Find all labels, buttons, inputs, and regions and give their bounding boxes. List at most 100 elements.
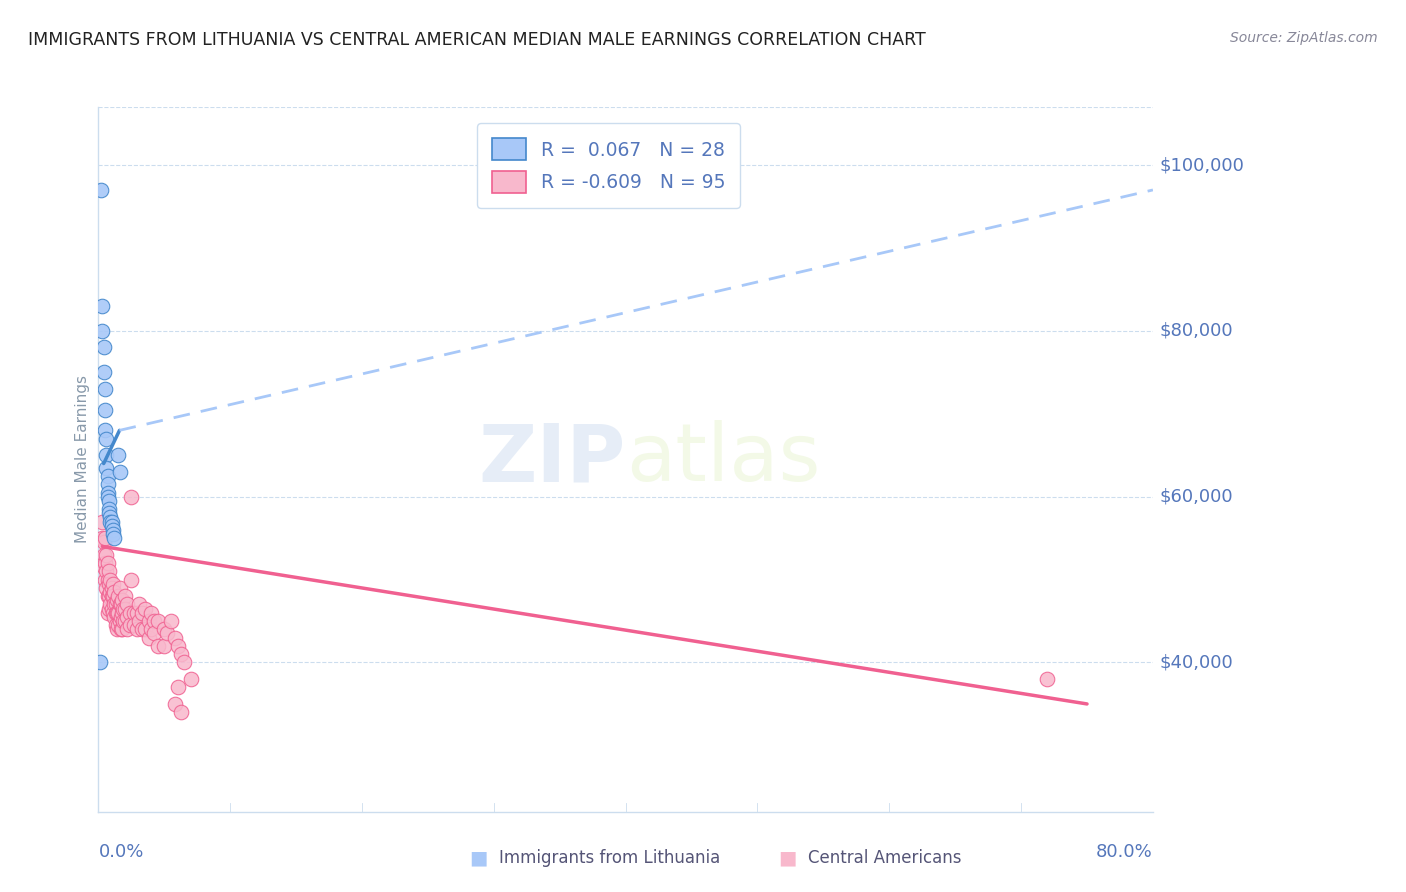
- Point: [94, 531, 117, 545]
- Text: $100,000: $100,000: [1160, 156, 1244, 174]
- Point: [105, 593, 128, 607]
- Point: [97, 606, 120, 620]
- Point: [96, 581, 118, 595]
- Text: Source: ZipAtlas.com: Source: ZipAtlas.com: [1230, 31, 1378, 45]
- Point: [105, 623, 128, 637]
- Point: [142, 626, 165, 640]
- Point: [100, 515, 122, 529]
- Point: [91, 324, 114, 338]
- Point: [128, 598, 150, 612]
- Point: [89, 656, 111, 670]
- Point: [91, 531, 114, 545]
- Point: [98, 506, 121, 520]
- Text: IMMIGRANTS FROM LITHUANIA VS CENTRAL AMERICAN MEDIAN MALE EARNINGS CORRELATION C: IMMIGRANTS FROM LITHUANIA VS CENTRAL AME…: [28, 31, 927, 49]
- Point: [98, 510, 121, 524]
- Point: [166, 681, 188, 695]
- Point: [93, 365, 115, 379]
- Point: [94, 556, 117, 570]
- Point: [96, 460, 118, 475]
- Point: [108, 614, 131, 628]
- Point: [146, 614, 169, 628]
- Text: Immigrants from Lithuania: Immigrants from Lithuania: [499, 849, 720, 867]
- Point: [101, 606, 124, 620]
- Point: [90, 183, 112, 197]
- Point: [131, 623, 153, 637]
- Point: [146, 639, 169, 653]
- Text: 0.0%: 0.0%: [98, 843, 143, 861]
- Point: [114, 601, 136, 615]
- Point: [94, 382, 117, 396]
- Text: 80.0%: 80.0%: [1097, 843, 1153, 861]
- Point: [103, 610, 125, 624]
- Text: Central Americans: Central Americans: [808, 849, 962, 867]
- Point: [97, 477, 120, 491]
- Point: [170, 647, 193, 661]
- Point: [105, 606, 128, 620]
- Legend: R =  0.067   N = 28, R = -0.609   N = 95: R = 0.067 N = 28, R = -0.609 N = 95: [477, 123, 740, 208]
- Point: [173, 656, 195, 670]
- Point: [94, 402, 117, 417]
- Point: [98, 502, 121, 516]
- Point: [163, 631, 186, 645]
- Point: [98, 576, 121, 591]
- Point: [91, 515, 114, 529]
- Point: [180, 672, 202, 686]
- Point: [141, 606, 163, 620]
- Point: [96, 564, 118, 578]
- Point: [153, 639, 176, 653]
- Text: atlas: atlas: [626, 420, 820, 499]
- Point: [107, 448, 129, 462]
- Point: [98, 589, 121, 603]
- Point: [93, 535, 115, 549]
- Text: $60,000: $60,000: [1160, 488, 1233, 506]
- Point: [112, 601, 135, 615]
- Point: [98, 598, 121, 612]
- Point: [111, 606, 134, 620]
- Point: [100, 589, 122, 603]
- Point: [134, 623, 156, 637]
- Point: [108, 581, 131, 595]
- Point: [98, 515, 121, 529]
- Point: [98, 564, 121, 578]
- Point: [134, 601, 156, 615]
- Point: [114, 614, 136, 628]
- Point: [122, 606, 145, 620]
- Point: [98, 573, 121, 587]
- Point: [97, 469, 120, 483]
- Text: $40,000: $40,000: [1160, 654, 1233, 672]
- Point: [153, 623, 176, 637]
- Point: [107, 606, 129, 620]
- Point: [163, 697, 186, 711]
- Point: [110, 598, 132, 612]
- Point: [107, 618, 129, 632]
- Text: ZIP: ZIP: [478, 420, 626, 499]
- Point: [100, 518, 122, 533]
- Point: [108, 598, 131, 612]
- Point: [125, 623, 148, 637]
- Point: [110, 623, 132, 637]
- Y-axis label: Median Male Earnings: Median Male Earnings: [75, 376, 90, 543]
- Point: [96, 448, 118, 462]
- Point: [97, 490, 120, 504]
- Text: $80,000: $80,000: [1160, 322, 1233, 340]
- Point: [93, 548, 115, 562]
- Point: [138, 614, 160, 628]
- Point: [111, 593, 134, 607]
- Point: [104, 606, 127, 620]
- Text: ■: ■: [468, 848, 488, 868]
- Point: [98, 493, 121, 508]
- Point: [1036, 672, 1059, 686]
- Point: [110, 610, 132, 624]
- Point: [120, 606, 141, 620]
- Point: [94, 573, 117, 587]
- Point: [100, 601, 122, 615]
- Point: [117, 623, 139, 637]
- Point: [97, 589, 120, 603]
- Point: [120, 573, 142, 587]
- Point: [112, 614, 135, 628]
- Point: [120, 490, 142, 504]
- Point: [142, 614, 165, 628]
- Text: ■: ■: [778, 848, 797, 868]
- Point: [104, 598, 127, 612]
- Point: [97, 573, 120, 587]
